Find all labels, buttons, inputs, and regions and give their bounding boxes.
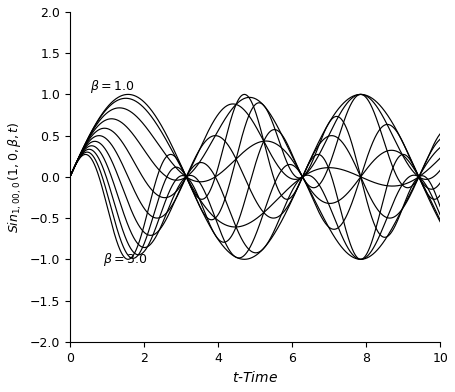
X-axis label: $t$-Time: $t$-Time: [232, 370, 278, 385]
Y-axis label: $Sin_{1,00,0}\,(1,0,\beta,t)$: $Sin_{1,00,0}\,(1,0,\beta,t)$: [7, 121, 24, 233]
Text: $\beta = 1.0$: $\beta = 1.0$: [90, 78, 135, 95]
Text: $\beta = 3.0$: $\beta = 3.0$: [103, 251, 147, 269]
